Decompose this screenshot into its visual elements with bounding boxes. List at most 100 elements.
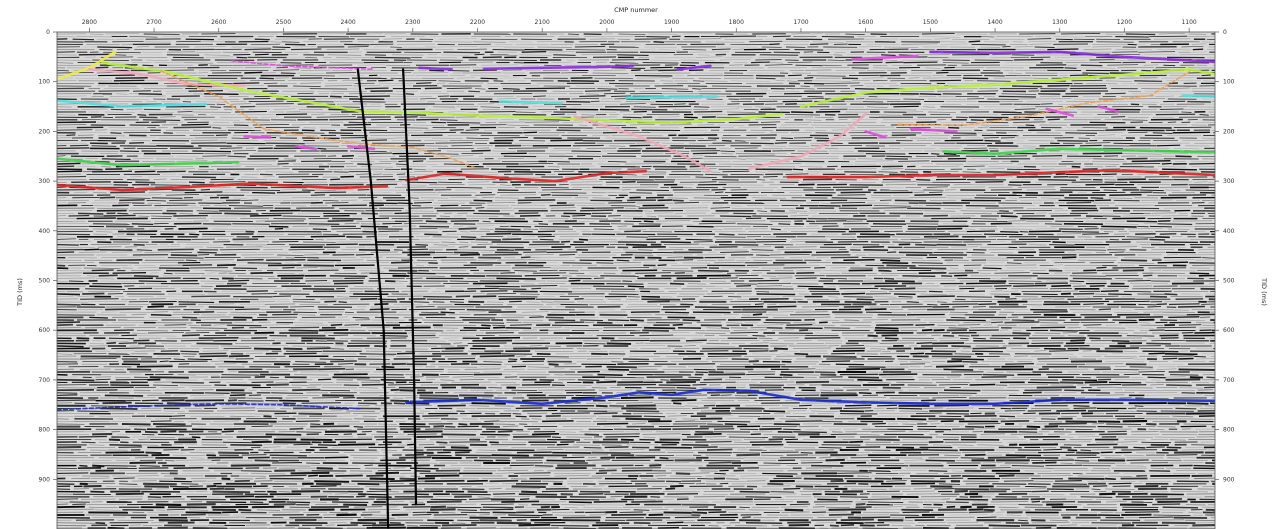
reflector-stroke [898,160,930,162]
reflector-stroke [373,274,388,277]
reflector-stroke [83,267,121,270]
reflector-stroke [115,165,151,168]
reflector-stroke [721,267,759,269]
reflector-stroke [868,96,878,98]
reflector-stroke [134,170,156,173]
reflector-stroke [142,194,162,196]
reflector-stroke [164,324,187,326]
reflector-stroke [1164,293,1178,296]
reflector-stroke [57,114,76,116]
reflector-stroke [82,292,105,295]
reflector-stroke [1155,67,1186,69]
reflector-stroke [153,178,167,180]
reflector-stroke [682,319,701,322]
reflector-stroke [894,202,908,204]
reflector-stroke [1011,240,1051,243]
reflector-stroke [736,259,751,261]
reflector-stroke [519,163,554,165]
reflector-stroke [477,147,490,149]
reflector-stroke [561,240,571,243]
reflector-stroke [1123,291,1152,293]
reflector-stroke [1108,293,1132,296]
reflector-stroke [329,95,342,98]
reflector-stroke [234,278,263,280]
reflector-stroke [804,82,825,85]
reflector-stroke [282,215,321,218]
reflector-stroke [178,301,215,303]
reflector-stroke [438,80,461,82]
reflector-stroke [765,145,786,147]
reflector-stroke [1061,231,1099,233]
reflector-stroke [77,295,94,297]
reflector-stroke [1006,262,1022,264]
reflector-stroke [204,158,244,160]
reflector-stroke [908,196,947,199]
reflector-stroke [611,95,632,97]
reflector-stroke [735,274,759,277]
reflector-stroke [385,109,402,111]
reflector-stroke [233,82,260,84]
reflector-stroke [875,326,899,330]
reflector-stroke [220,176,237,178]
reflector-stroke [394,212,411,214]
reflector-stroke [642,152,664,154]
reflector-stroke [261,135,281,137]
reflector-stroke [383,38,403,40]
reflector-stroke [378,79,394,82]
reflector-stroke [252,160,276,162]
reflector-stroke [750,326,767,329]
reflector-stroke [855,326,874,329]
reflector-stroke [176,241,210,243]
reflector-stroke [533,95,546,97]
reflector-stroke [901,257,923,259]
reflector-stroke [474,142,487,145]
reflector-stroke [1054,168,1081,170]
reflector-stroke [726,205,742,207]
reflector-stroke [825,265,860,267]
reflector-stroke [235,110,267,113]
reflector-stroke [1004,321,1040,324]
reflector-stroke [237,275,275,277]
reflector-stroke [768,311,794,313]
reflector-stroke [599,108,630,111]
reflector-stroke [293,322,323,324]
reflector-stroke [921,32,955,35]
reflector-stroke [1173,280,1193,282]
reflector-stroke [673,98,702,100]
reflector-stroke [977,132,994,134]
reflector-stroke [1198,236,1215,238]
reflector-stroke [78,53,111,56]
reflector-stroke [571,150,601,153]
reflector-stroke [589,239,617,241]
reflector-stroke [422,90,442,92]
reflector-stroke [90,243,131,246]
reflector-stroke [992,53,1012,56]
reflector-stroke [531,287,542,290]
reflector-stroke [1035,228,1057,230]
reflector-stroke [788,145,810,147]
reflector-stroke [57,321,81,324]
reflector-stroke [252,191,276,194]
reflector-stroke [1100,290,1119,293]
reflector-stroke [529,316,544,318]
reflector-stroke [227,155,246,158]
reflector-stroke [578,178,597,180]
reflector-stroke [57,238,77,240]
reflector-stroke [1027,38,1052,40]
reflector-stroke [446,121,481,124]
reflector-stroke [245,165,280,168]
reflector-stroke [999,210,1009,212]
reflector-stroke [978,303,997,306]
reflector-stroke [742,246,772,248]
reflector-stroke [173,126,212,129]
reflector-stroke [969,326,1000,329]
reflector-stroke [1200,171,1215,173]
reflector-stroke [877,95,915,97]
reflector-stroke [755,77,776,80]
reflector-stroke [786,324,813,326]
reflector-stroke [1113,142,1151,145]
reflector-stroke [97,46,133,49]
reflector-stroke [584,298,604,301]
reflector-stroke [231,103,252,105]
reflector-stroke [523,251,547,253]
